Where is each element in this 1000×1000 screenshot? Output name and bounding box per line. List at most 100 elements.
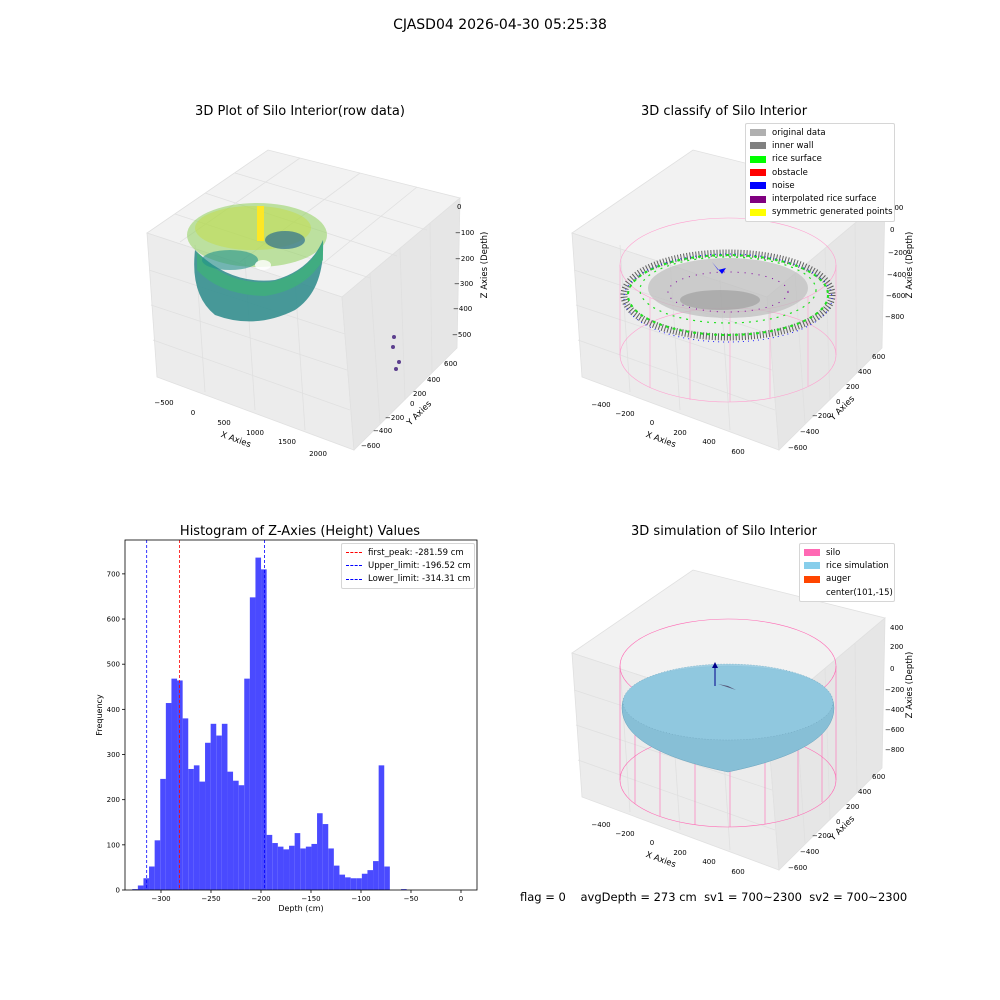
raw-3d-plot: 0 −100 −200 −300 −400 −500 Z Axies (Dept… <box>146 149 490 458</box>
legend-item-lower-limit: Lower_limit: -314.31 cm <box>346 573 470 586</box>
classify-y-tick: 400 <box>858 368 871 376</box>
simulation-z-tick: 0 <box>890 665 894 673</box>
simulation-x-tick: 200 <box>673 849 686 857</box>
simulation-y-tick: −200 <box>812 832 831 840</box>
histogram-x-label: Depth (cm) <box>278 904 323 913</box>
summary-footer: flag = 0 avgDepth = 273 cm sv1 = 700~230… <box>520 890 907 904</box>
histogram-bar <box>283 849 290 890</box>
raw-y-tick: −400 <box>373 427 392 435</box>
x-tick-label: 0 <box>459 895 463 903</box>
legend-item-original-data: original data <box>750 126 890 139</box>
y-tick-label: 0 <box>116 887 120 895</box>
raw-x-tick: 2000 <box>309 450 327 458</box>
histogram-bar <box>339 874 346 890</box>
legend-line <box>346 565 362 567</box>
histogram-bar <box>384 866 390 890</box>
legend-label: rice surface <box>772 154 822 165</box>
histogram-bar <box>277 846 284 890</box>
simulation-y-tick: −600 <box>788 864 807 872</box>
histogram-bar <box>266 834 273 890</box>
raw-y-tick: −600 <box>361 442 380 450</box>
histogram-bar <box>205 742 211 890</box>
sv1-text: sv1 = 700~2300 <box>704 890 802 904</box>
classify-x-tick: −200 <box>615 410 634 418</box>
histogram-bar <box>328 848 334 890</box>
histogram-bar <box>177 680 183 890</box>
legend-line <box>346 552 362 554</box>
simulation-z-tick: −600 <box>885 726 904 734</box>
classify-y-tick: 0 <box>836 398 840 406</box>
simulation-z-tick: 200 <box>890 643 903 651</box>
x-tick-label: −200 <box>251 895 270 903</box>
histogram-y-ticks: 0 100 200 300 400 500 600 700 <box>107 570 125 895</box>
histogram-threshold-lines <box>146 540 265 890</box>
legend-label: center(101,-15) <box>826 587 893 598</box>
histogram-bar <box>300 848 306 890</box>
raw-z-tick: −200 <box>455 255 474 263</box>
raw-x-tick: 0 <box>191 409 195 417</box>
simulation-x-tick: 0 <box>650 839 654 847</box>
raw-x-tick: 1500 <box>278 438 296 446</box>
y-tick-label: 300 <box>107 751 120 759</box>
simulation-z-label: Z Axies (Depth) <box>905 652 915 719</box>
histogram-bar <box>216 735 222 890</box>
classify-y-label: Y Axies <box>827 394 857 424</box>
simulation-y-tick: 600 <box>872 773 885 781</box>
histogram-bar <box>193 765 200 890</box>
legend-label: rice simulation <box>826 560 889 571</box>
raw-y-label: Y Axies <box>404 399 434 429</box>
simulation-z-tick: −800 <box>885 746 904 754</box>
histogram-bar <box>333 865 340 890</box>
classify-x-tick: 200 <box>673 429 686 437</box>
histogram-bar <box>188 768 194 890</box>
legend-label: Lower_limit: -314.31 cm <box>368 574 471 585</box>
legend-item-interpolated: interpolated rice surface <box>750 192 890 205</box>
raw-point-cloud <box>187 203 401 371</box>
histogram-x-ticks: −300 −250 −200 −150 −100 −50 0 <box>151 890 463 903</box>
legend-swatch <box>750 129 766 137</box>
legend-label: silo <box>826 547 841 558</box>
y-tick-label: 200 <box>107 796 120 804</box>
histogram-bar <box>261 569 267 890</box>
simulation-x-tick: 600 <box>731 868 744 876</box>
raw-x-ticks: −500 0 500 1000 1500 2000 <box>154 399 327 458</box>
sv2-text: sv2 = 700~2300 <box>809 890 908 904</box>
histogram-bar <box>244 678 250 890</box>
legend-label: auger <box>826 574 851 585</box>
raw-y-tick: 0 <box>410 400 414 408</box>
legend-label: Upper_limit: -196.52 cm <box>368 560 471 571</box>
raw-z-tick: −100 <box>455 229 474 237</box>
raw-y-tick: 400 <box>427 376 440 384</box>
legend-swatch <box>750 142 766 150</box>
legend-item-center: center(101,-15) <box>804 586 893 599</box>
histogram-bar <box>199 781 206 890</box>
classify-z-label: Z Axies (Depth) <box>905 232 915 299</box>
legend-item-rice-simulation: rice simulation <box>804 559 890 572</box>
classify-x-tick: 600 <box>731 448 744 456</box>
legend-label: symmetric generated points <box>772 207 893 218</box>
classify-y-tick: −400 <box>800 428 819 436</box>
histogram-bar <box>160 778 166 890</box>
histogram-y-label: Frequency <box>95 694 104 736</box>
legend-swatch <box>804 549 820 557</box>
legend-item-obstacle: obstacle <box>750 166 890 179</box>
classify-z-tick: −600 <box>886 292 905 300</box>
raw-x-tick: −500 <box>154 399 173 407</box>
histogram-bar <box>227 771 234 890</box>
simulation-z-tick: 400 <box>890 624 903 632</box>
histogram-bar <box>401 889 407 890</box>
raw-z-tick: −300 <box>454 280 473 288</box>
x-tick-label: −150 <box>301 895 320 903</box>
x-tick-label: −50 <box>404 895 419 903</box>
classify-z-tick: −200 <box>888 249 907 257</box>
raw-y-tick: 200 <box>413 390 426 398</box>
simulation-y-tick: 400 <box>858 788 871 796</box>
histogram-bar <box>361 873 368 890</box>
histogram-bar <box>154 840 161 890</box>
classify-z-tick: 0 <box>890 226 894 234</box>
raw-z-tick: −500 <box>452 331 471 339</box>
legend-item-inner-wall: inner wall <box>750 139 890 152</box>
legend-swatch <box>804 589 820 597</box>
legend-swatch <box>750 195 766 203</box>
simulation-3d-plot: 400 200 0 −200 −400 −600 −800 Z Axies (D… <box>571 569 915 876</box>
